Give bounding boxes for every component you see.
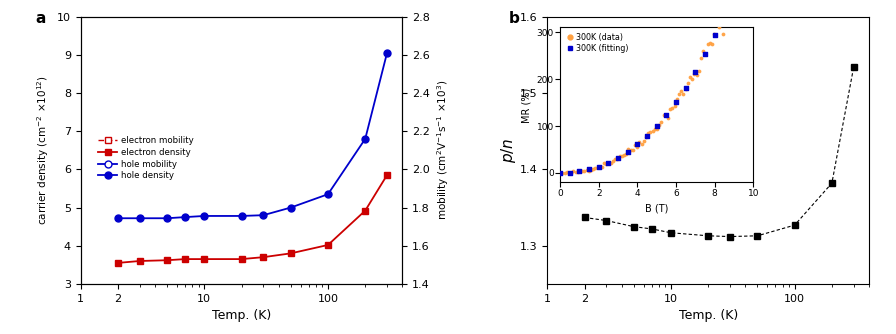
Y-axis label: $p/n$: $p/n$ bbox=[499, 138, 519, 163]
X-axis label: Temp. (K): Temp. (K) bbox=[678, 309, 737, 322]
Y-axis label: carrier density (cm$^{-2}$ ×10$^{12}$): carrier density (cm$^{-2}$ ×10$^{12}$) bbox=[36, 75, 51, 225]
Text: a: a bbox=[36, 11, 46, 26]
Text: b: b bbox=[509, 11, 520, 26]
X-axis label: Temp. (K): Temp. (K) bbox=[212, 309, 271, 322]
Y-axis label: mobility (cm$^{2}$V$^{-1}$s$^{-1}$ ×10$^{3}$): mobility (cm$^{2}$V$^{-1}$s$^{-1}$ ×10$^… bbox=[435, 80, 452, 220]
Legend: electron mobility, electron density, hole mobility, hole density: electron mobility, electron density, hol… bbox=[95, 133, 197, 184]
